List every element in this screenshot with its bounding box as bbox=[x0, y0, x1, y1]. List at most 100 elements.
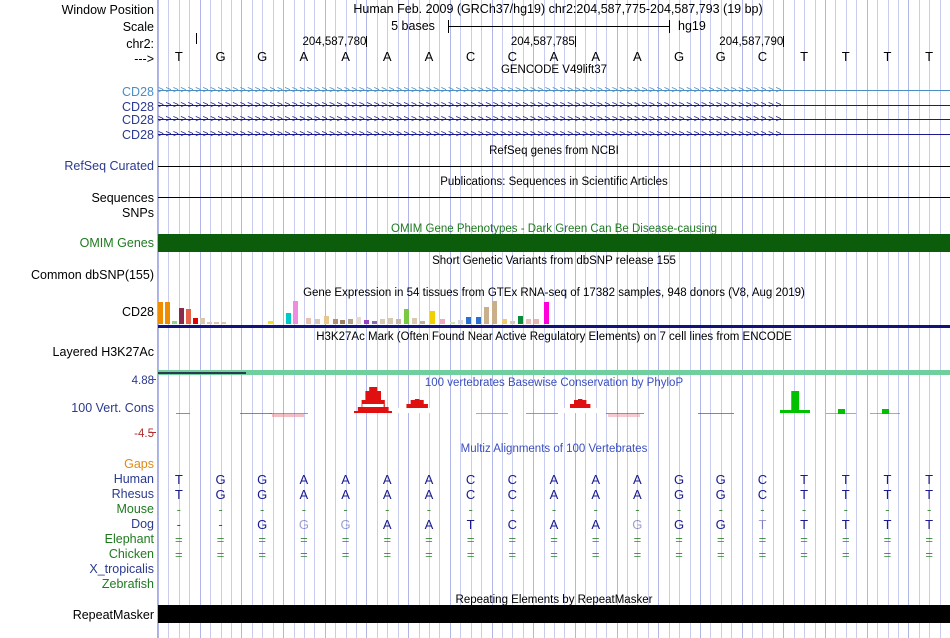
sequence-base: A bbox=[382, 49, 392, 64]
gene-row-cd28-1[interactable]: >>>>>>>>>>>>>>>>>>>>>>>>>>>>>>>>>>>>>>>>… bbox=[158, 85, 950, 96]
gene-row-cd28-4[interactable]: >>>>>>>>>>>>>>>>>>>>>>>>>>>>>>>>>>>>>>>>… bbox=[158, 129, 950, 140]
gtex-tissue-bar[interactable] bbox=[333, 319, 338, 324]
label-gencode-cd28-3[interactable]: CD28 bbox=[122, 113, 154, 127]
gtex-tissue-bar[interactable] bbox=[412, 318, 417, 324]
gtex-tissue-bar[interactable] bbox=[450, 322, 455, 324]
track-data-area[interactable]: Human Feb. 2009 (GRCh37/hg19) chr2:204,5… bbox=[149, 0, 950, 638]
sequence-base: T bbox=[174, 49, 183, 64]
label-gtex-cd28[interactable]: CD28 bbox=[122, 305, 154, 319]
gtex-tissue-bar[interactable] bbox=[268, 321, 273, 324]
multiz-base: = bbox=[925, 532, 933, 547]
sequence-base: A bbox=[591, 49, 600, 64]
label-species-zebrafish[interactable]: Zebrafish bbox=[101, 577, 154, 591]
gtex-tissue-bar[interactable] bbox=[172, 321, 177, 324]
omim-gene-block[interactable] bbox=[158, 234, 950, 252]
gtex-tissue-bar[interactable] bbox=[372, 321, 377, 324]
multiz-species-row[interactable] bbox=[158, 577, 950, 592]
gtex-tissue-bar[interactable] bbox=[193, 318, 198, 324]
gtex-tissue-bar[interactable] bbox=[340, 320, 345, 324]
cons-max-tick bbox=[149, 379, 156, 380]
gtex-tissue-bar[interactable] bbox=[214, 322, 219, 324]
label-100-vert-cons[interactable]: 100 Vert. Cons bbox=[71, 401, 154, 415]
gtex-tissue-bar[interactable] bbox=[484, 307, 489, 324]
label-gaps[interactable]: Gaps bbox=[124, 457, 154, 471]
gtex-tissue-bar[interactable] bbox=[458, 320, 463, 324]
title-gtex: Gene Expression in 54 tissues from GTEx … bbox=[303, 287, 805, 299]
multiz-species-row[interactable] bbox=[158, 562, 950, 577]
gtex-tissue-bar[interactable] bbox=[186, 309, 191, 324]
gtex-tissue-bar[interactable] bbox=[544, 302, 549, 324]
gtex-tissue-bar[interactable] bbox=[396, 319, 401, 324]
gtex-tissue-bar[interactable] bbox=[200, 318, 205, 324]
gtex-tissue-bar[interactable] bbox=[179, 308, 184, 324]
label-species-mouse[interactable]: Mouse bbox=[116, 502, 154, 516]
label-species-x-tropicalis[interactable]: X_tropicalis bbox=[89, 562, 154, 576]
label-refseq-curated[interactable]: RefSeq Curated bbox=[64, 159, 154, 173]
label-sequences[interactable]: Sequences bbox=[91, 191, 154, 205]
repeatmasker-block[interactable] bbox=[158, 605, 950, 623]
label-gencode-cd28-2[interactable]: CD28 bbox=[122, 100, 154, 114]
multiz-base: T bbox=[758, 517, 767, 532]
label-gencode-cd28-4[interactable]: CD28 bbox=[122, 128, 154, 142]
gtex-tissue-bar[interactable] bbox=[388, 318, 393, 324]
multiz-base: - bbox=[760, 502, 765, 517]
gtex-tissue-bar[interactable] bbox=[492, 301, 497, 324]
gtex-tissue-bar[interactable] bbox=[306, 318, 311, 324]
gtex-tissue-bar[interactable] bbox=[518, 316, 523, 324]
gtex-tissue-bar[interactable] bbox=[324, 316, 329, 324]
multiz-base: - bbox=[801, 502, 807, 517]
phylop-peak bbox=[562, 399, 598, 413]
label-repeatmasker[interactable]: RepeatMasker bbox=[72, 608, 154, 622]
label-common-dbsnp[interactable]: Common dbSNP(155) bbox=[31, 268, 154, 282]
multiz-species-row[interactable]: = = = = = = = = = = = = = = = = = = = bbox=[158, 547, 950, 562]
gtex-tissue-bar[interactable] bbox=[348, 319, 353, 324]
gtex-tissue-bar[interactable] bbox=[356, 317, 361, 324]
multiz-species-row[interactable]: ------------------- bbox=[158, 502, 950, 517]
label-species-elephant[interactable]: Elephant bbox=[104, 532, 154, 546]
gtex-tissue-bar[interactable] bbox=[440, 319, 445, 324]
phylop-conservation-plot[interactable] bbox=[158, 383, 950, 443]
gtex-tissue-bar[interactable] bbox=[165, 302, 170, 324]
label-species-chicken[interactable]: Chicken bbox=[108, 547, 154, 561]
gene-row-cd28-2[interactable]: >>>>>>>>>>>>>>>>>>>>>>>>>>>>>>>>>>>>>>>>… bbox=[158, 100, 950, 111]
label-snps[interactable]: SNPs bbox=[122, 206, 154, 220]
gtex-tissue-bar[interactable] bbox=[510, 321, 515, 324]
gtex-tissue-bar[interactable] bbox=[502, 319, 507, 324]
multiz-base: A bbox=[633, 472, 642, 487]
gene-row-cd28-3[interactable]: >>>>>>>>>>>>>>>>>>>>>>>>>>>>>>>>>>>>>>>>… bbox=[158, 114, 950, 125]
gtex-tissue-bar[interactable] bbox=[420, 321, 425, 324]
multiz-base: = bbox=[425, 547, 433, 562]
label-species-human[interactable]: Human bbox=[113, 472, 154, 486]
gtex-tissue-bar[interactable] bbox=[286, 313, 291, 324]
gtex-tissue-bar[interactable] bbox=[380, 319, 385, 324]
phylop-bar bbox=[606, 413, 644, 414]
gtex-tissue-bar[interactable] bbox=[526, 319, 531, 324]
h3k27ac-layered-band[interactable] bbox=[158, 370, 950, 375]
label-layered-h3k27ac[interactable]: Layered H3K27Ac bbox=[52, 345, 154, 359]
gtex-tissue-bar[interactable] bbox=[364, 320, 369, 324]
label-omim-genes[interactable]: OMIM Genes bbox=[79, 236, 154, 250]
gtex-tissue-bar[interactable] bbox=[466, 317, 471, 324]
gtex-tissue-bar[interactable] bbox=[221, 322, 226, 324]
gtex-tissue-bar[interactable] bbox=[476, 317, 481, 324]
label-gencode-cd28-1[interactable]: CD28 bbox=[122, 85, 154, 99]
gtex-tissue-bar[interactable] bbox=[430, 311, 435, 324]
ruler-coordinate: 204,587,790 bbox=[719, 36, 784, 48]
gtex-tissue-bar[interactable] bbox=[315, 319, 320, 324]
gtex-expression-barchart[interactable] bbox=[158, 299, 950, 326]
gtex-tissue-bar[interactable] bbox=[158, 302, 163, 324]
gtex-tissue-bar[interactable] bbox=[534, 319, 539, 324]
label-species-rhesus[interactable]: Rhesus bbox=[111, 487, 154, 501]
gtex-tissue-bar[interactable] bbox=[404, 309, 409, 324]
gtex-tissue-bar[interactable] bbox=[293, 301, 298, 324]
multiz-species-row[interactable]: = = = = = = = = = = = = = = = = = = = bbox=[158, 532, 950, 547]
gtex-tissue-bar[interactable] bbox=[207, 322, 212, 324]
publications-line[interactable] bbox=[158, 197, 950, 198]
refseq-gene-line[interactable] bbox=[158, 166, 950, 167]
gridline bbox=[741, 0, 743, 638]
label-species-dog[interactable]: Dog bbox=[131, 517, 154, 531]
